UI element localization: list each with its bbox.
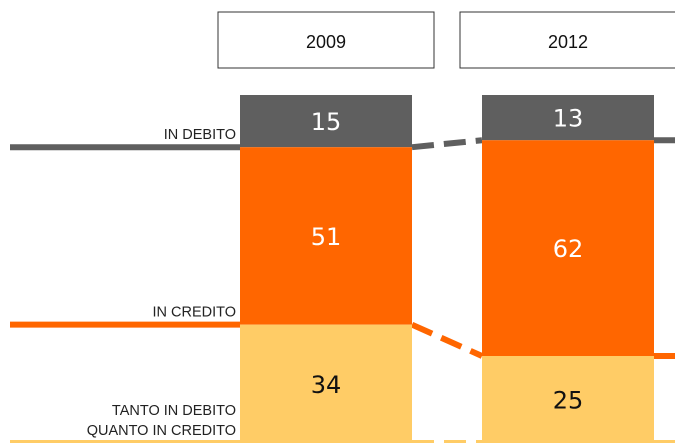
series-label-tanto-line1: TANTO IN DEBITO: [112, 403, 236, 419]
value-label-credito-2012: 62: [553, 235, 584, 263]
connector-debito: [411, 137, 483, 151]
value-label-credito-2009: 51: [311, 223, 342, 251]
value-label-debito-2009: 15: [311, 108, 342, 136]
series-lines: [10, 137, 675, 443]
category-label-2009: 2009: [306, 32, 346, 52]
value-label-debito-2012: 13: [553, 105, 584, 133]
connector-credito: [410, 321, 484, 359]
series-label-debito: IN DEBITO: [164, 127, 236, 143]
value-label-tanto-2012: 25: [553, 387, 584, 415]
category-header-box-2012: [459, 11, 675, 69]
category-headers: 2009 2012: [217, 11, 675, 69]
series-label-credito: IN CREDITO: [152, 305, 236, 321]
series-labels: IN DEBITO IN CREDITO TANTO IN DEBITO QUANTO…: [87, 127, 236, 439]
category-header-box-2009: [217, 11, 435, 69]
value-label-tanto-2009: 34: [311, 371, 342, 399]
bar-debito-2012: [482, 95, 654, 141]
bar-debito-2009: [240, 95, 412, 148]
bar-stacks: 15 13 51 62 34 25: [240, 95, 654, 443]
bar-credito-2012: [482, 140, 654, 356]
category-label-2012: 2012: [548, 32, 588, 52]
bar-credito-2009: [240, 147, 412, 325]
bar-tanto-2009: [240, 324, 412, 443]
bar-tanto-2012: [482, 356, 654, 443]
series-label-tanto-line2: QUANTO IN CREDITO: [87, 423, 236, 439]
